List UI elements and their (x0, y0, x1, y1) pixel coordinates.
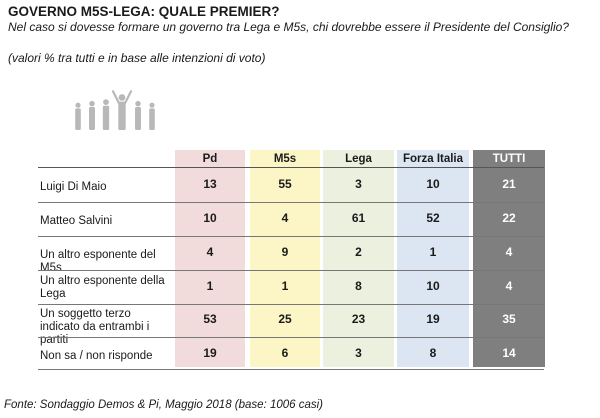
row-label: Un altro esponente del M5s (40, 249, 156, 274)
column-background (250, 150, 320, 367)
table-cell: 10 (426, 279, 440, 293)
column-header: Forza Italia (402, 153, 464, 165)
table-cell: 21 (502, 177, 516, 191)
column-background (397, 150, 469, 367)
column-header: Lega (345, 153, 372, 165)
table-cell: 13 (203, 177, 217, 191)
person-figure (75, 102, 81, 130)
table-cell: 8 (355, 279, 362, 293)
table-cell: 9 (281, 245, 289, 259)
column-header: M5s (273, 153, 297, 165)
row-separator (38, 304, 544, 305)
column-header: TUTTI (492, 153, 526, 165)
table-cell: 14 (502, 346, 516, 360)
header-rule (38, 167, 544, 168)
table-cell: 1 (281, 279, 289, 293)
column-background (323, 150, 394, 367)
row-label: Non sa / non risponde (40, 350, 153, 362)
row-label: Un soggetto terzo indicato da entrambi i… (40, 308, 150, 346)
table-cell: 53 (203, 312, 217, 326)
table-cell: 10 (426, 177, 440, 191)
column-header: Pd (202, 153, 218, 165)
table-cell: 2 (355, 245, 362, 259)
row-separator (38, 337, 544, 338)
column-background (473, 150, 545, 367)
column-background (175, 150, 245, 367)
person-figure (89, 100, 95, 130)
people-group-icon (75, 90, 155, 130)
row-separator (38, 236, 544, 237)
source-note: Fonte: Sondaggio Demos & Pi, Maggio 2018… (4, 399, 323, 411)
person-figure (102, 99, 110, 130)
row-label: Matteo Salvini (40, 215, 113, 227)
table-cell: 6 (281, 346, 289, 360)
table-cell: 35 (502, 312, 516, 326)
table-cell: 3 (355, 346, 362, 360)
values-note: (valori % tra tutti e in base alle inten… (8, 51, 266, 65)
table-cell: 23 (351, 312, 366, 326)
table-cell: 19 (426, 312, 440, 326)
row-label: Luigi Di Maio (40, 181, 107, 193)
row-separator (38, 202, 544, 203)
table-cell: 52 (426, 211, 440, 225)
table-cell: 55 (278, 177, 292, 191)
table-cell: 1 (206, 279, 214, 293)
table-cell: 4 (206, 245, 214, 259)
page-title: GOVERNO M5S-LEGA: QUALE PREMIER? (8, 4, 280, 19)
row-label: Un altro esponente della Lega (40, 275, 165, 300)
table-cell: 1 (429, 245, 437, 259)
table-cell: 19 (203, 346, 217, 360)
table-cell: 22 (502, 211, 516, 225)
table-cell: 25 (278, 312, 292, 326)
table-cell: 8 (429, 346, 437, 360)
table-cell: 4 (281, 211, 289, 225)
person-figure (149, 102, 155, 130)
leader-figure (111, 90, 133, 130)
table-cell: 4 (505, 279, 513, 293)
table-cell: 3 (355, 177, 362, 191)
table-cell: 61 (351, 211, 366, 225)
table-cell: 4 (505, 245, 513, 259)
survey-question: Nel caso si dovesse formare un governo t… (8, 20, 569, 34)
row-separator (38, 369, 544, 370)
row-separator (38, 270, 544, 271)
person-figure (135, 100, 141, 130)
table-cell: 10 (203, 211, 217, 225)
